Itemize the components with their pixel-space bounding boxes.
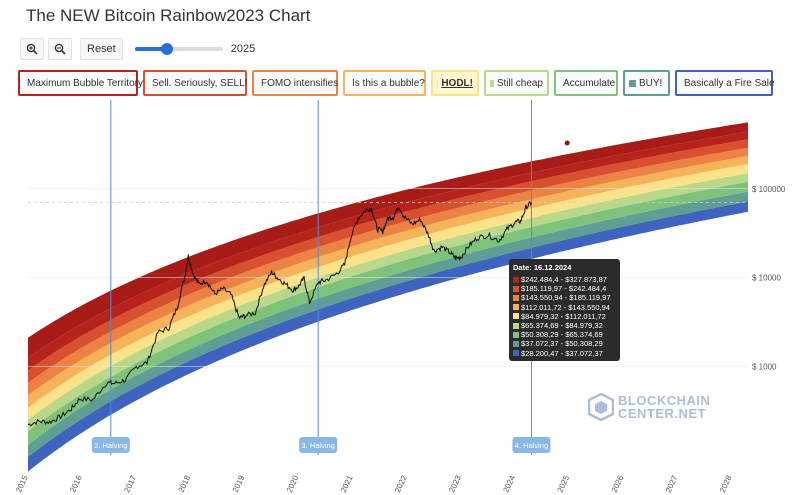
page-title: The NEW Bitcoin Rainbow2023 Chart — [26, 6, 311, 25]
tooltip-swatch — [513, 285, 519, 292]
halving-label-bg — [512, 437, 551, 453]
zoom-out-icon — [54, 43, 66, 55]
y-tick-label: $ 100000 — [752, 185, 786, 194]
legend-label: FOMO intensifies — [261, 77, 339, 89]
legend-item-0[interactable]: Maximum Bubble Territory — [18, 70, 143, 96]
tooltip-range: $50.308,29 - $65.374,69 — [521, 330, 603, 340]
tooltip-row: $37.072,37 - $50.308,29 — [513, 339, 616, 348]
legend-label: Basically a Fire Sale — [684, 77, 775, 89]
tooltip-range: $185.119,97 - $242.484,4 — [521, 284, 607, 294]
legend-swatch — [437, 79, 439, 87]
tooltip-range: $37.072,37 - $50.308,29 — [521, 339, 603, 349]
x-tick-label: 2015 — [14, 474, 30, 494]
tooltip-row: $143.550,94 - $185.119,97 — [513, 293, 616, 302]
x-tick-label: 2016 — [68, 474, 84, 494]
rainbow-chart: 2015 2016 2017 2018 2019 2020 2021 2022 2023 2024… — [14, 100, 786, 494]
legend-item-4[interactable]: HODL! — [431, 70, 479, 96]
tooltip-range: $28.200,47 - $37.072,37 — [521, 348, 603, 358]
tooltip-row: $28.200,47 - $37.072,37 — [513, 349, 616, 358]
tooltip-row: $242.484,4 - $327.873,87 — [513, 275, 616, 284]
legend-swatch — [490, 79, 494, 87]
halving-label-bg — [91, 437, 130, 453]
tooltip-row: $50.308,29 - $65.374,69 — [513, 330, 616, 339]
legend-label: Accumulate — [563, 77, 616, 89]
legend: Maximum Bubble Territory Sell. Seriously,… — [18, 70, 775, 96]
legend-item-7[interactable]: BUY! — [623, 70, 670, 96]
logo-line-2: CENTER.NET — [618, 406, 707, 421]
tooltip-row: $84.979,32 - $112.011,72 — [513, 312, 616, 321]
legend-label: Maximum Bubble Territory — [27, 77, 143, 89]
legend-item-2[interactable]: FOMO intensifies — [252, 70, 338, 96]
zoom-in-button[interactable] — [20, 38, 44, 60]
tooltip-row: $185.119,97 - $242.484,4 — [513, 284, 616, 293]
btc-price-line — [27, 200, 532, 427]
tooltip-swatch — [513, 340, 519, 347]
legend-item-1[interactable]: Sell. Seriously, SELL! — [143, 70, 247, 96]
zoom-out-button[interactable] — [48, 38, 72, 60]
legend-label: Still cheap — [496, 77, 543, 89]
hover-marker — [564, 140, 570, 146]
legend-item-8[interactable]: Basically a Fire Sale — [675, 70, 775, 96]
tooltip-swatch — [513, 304, 519, 311]
cube-logo-icon — [588, 393, 614, 421]
tooltip-range: $242.484,4 - $327.873,87 — [521, 275, 607, 285]
slider-value: 2025 — [230, 43, 256, 55]
tooltip-row: $65.374,69 - $84.979,32 — [513, 321, 616, 330]
x-tick-label: 2026 — [610, 474, 626, 494]
x-tick-label: 2023 — [447, 474, 463, 494]
legend-label: Is this a bubble? — [352, 77, 425, 89]
legend-label: HODL! — [441, 77, 473, 89]
tooltip-swatch — [513, 276, 519, 283]
x-tick-label: 2028 — [718, 474, 734, 494]
tooltip-swatch — [513, 313, 519, 320]
x-tick-label: 2019 — [231, 474, 247, 494]
tooltip-range: $65.374,69 - $84.979,32 — [521, 321, 603, 331]
legend-label: BUY! — [639, 77, 663, 89]
reset-button[interactable]: Reset — [80, 38, 123, 60]
tooltip-swatch — [513, 322, 519, 329]
x-tick-label: 2022 — [393, 474, 409, 494]
y-tick-label: $ 1000 — [752, 362, 777, 371]
legend-item-3[interactable]: Is this a bubble? — [343, 70, 426, 96]
legend-item-6[interactable]: Accumulate — [554, 70, 618, 96]
x-tick-label: 2025 — [555, 474, 571, 494]
blockchaincenter-logo: BLOCKCHAIN CENTER.NET — [588, 393, 710, 421]
chart-toolbar: Reset 2025 — [20, 38, 255, 60]
tooltip-date: Date: 16.12.2024 — [513, 263, 572, 272]
halving-label-bg — [299, 437, 338, 453]
y-tick-label: $ 10000 — [752, 274, 781, 283]
x-tick-label: 2021 — [339, 474, 355, 494]
slider-knob[interactable] — [160, 43, 173, 55]
x-tick-label: 2017 — [122, 474, 138, 494]
x-tick-label: 2018 — [177, 474, 193, 494]
legend-label: Sell. Seriously, SELL! — [152, 77, 248, 89]
tooltip-range: $112.011,72 - $143.550,94 — [521, 302, 610, 312]
logo-line-1: BLOCKCHAIN — [618, 393, 711, 408]
tooltip-range: $143.550,94 - $185.119,97 — [521, 293, 611, 303]
slider-fill — [134, 47, 165, 51]
legend-swatch — [629, 79, 636, 87]
halving-label: 2. Halving — [94, 441, 127, 450]
tooltip-swatch — [513, 294, 519, 301]
tooltip-range: $84.979,32 - $112.011,72 — [521, 311, 606, 321]
tooltip-swatch — [513, 331, 519, 338]
x-tick-label: 2020 — [285, 474, 301, 494]
x-tick-label: 2027 — [664, 474, 680, 494]
tooltip-row: $112.011,72 - $143.550,94 — [513, 303, 616, 312]
halving-label: 4. Halving — [515, 441, 548, 450]
x-tick-label: 2024 — [501, 474, 517, 494]
tooltip-swatch — [513, 350, 519, 357]
halving-label: 3. Halving — [301, 441, 334, 450]
legend-item-5[interactable]: Still cheap — [484, 70, 549, 96]
zoom-in-icon — [26, 43, 38, 55]
price-tooltip: Date: 16.12.2024 $242.484,4 - $327.873,8… — [509, 259, 620, 361]
year-slider[interactable] — [134, 43, 223, 55]
